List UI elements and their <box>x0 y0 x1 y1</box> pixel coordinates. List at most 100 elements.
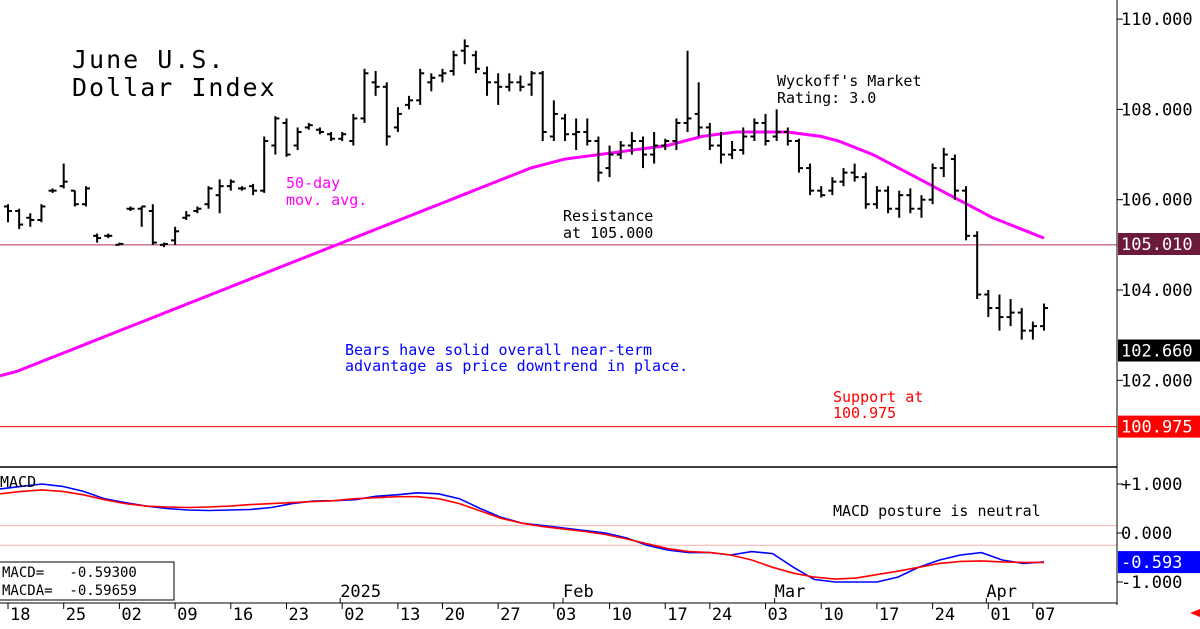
ohlc-bar <box>694 82 703 137</box>
period-label: Apr <box>986 582 1017 602</box>
ohlc-bar <box>171 226 180 245</box>
macd-title: MACD <box>0 473 36 491</box>
ohlc-bar <box>605 145 614 178</box>
ohlc-bar <box>594 136 603 182</box>
x-tick-label: 17 <box>879 605 899 625</box>
ohlc-bar <box>148 204 157 245</box>
ohlc-bar <box>1006 299 1015 327</box>
ohlc-bar <box>939 147 948 178</box>
x-tick-label: 07 <box>1035 605 1055 625</box>
x-tick-label: 02 <box>121 605 141 625</box>
ohlc-bar <box>104 233 113 239</box>
x-tick-label: 24 <box>935 605 955 625</box>
ohlc-bar <box>315 127 324 135</box>
macd-legend-macda: MACDA= -0.59659 <box>2 583 137 599</box>
ohlc-bar <box>460 39 469 65</box>
ohlc-bar <box>93 233 102 243</box>
ohlc-bar <box>995 294 1004 331</box>
x-tick-label: 03 <box>768 605 788 625</box>
x-tick-label: 02 <box>344 605 364 625</box>
ohlc-bar <box>293 127 302 151</box>
ohlc-bar <box>115 242 124 246</box>
macd-panel <box>0 483 1045 583</box>
macd-series-macda <box>0 489 1044 580</box>
ohlc-bar <box>516 75 525 92</box>
ohlc-bar <box>973 231 982 300</box>
ohlc-bar <box>906 188 915 214</box>
support-label-line2: 100.975 <box>833 404 896 422</box>
ohlc-bar <box>638 136 647 169</box>
support-badge <box>1118 415 1200 438</box>
ma-50day-line <box>0 130 1045 378</box>
ohlc-bar <box>650 131 659 164</box>
ohlc-bar <box>661 138 670 151</box>
ohlc-bar <box>126 206 135 211</box>
x-tick-label: 16 <box>233 605 253 625</box>
price-badges: 105.010 102.660 100.975 -0.593 <box>1118 233 1200 617</box>
x-tick-label: 20 <box>444 605 464 625</box>
ohlc-bar <box>159 242 168 248</box>
ohlc-bar <box>4 204 12 223</box>
ohlc-bar <box>527 71 536 96</box>
ohlc-bar <box>772 109 781 142</box>
period-label: Mar <box>775 582 806 602</box>
support-badge-text: 100.975 <box>1121 418 1193 438</box>
price-y-tick-label: 106.000 <box>1121 191 1193 211</box>
wyckoff-label-line1: Wyckoff's Market <box>777 72 922 90</box>
ohlc-bar <box>371 71 380 96</box>
ohlc-bar <box>872 186 881 209</box>
ohlc-bar <box>839 168 848 187</box>
ohlc-bar <box>15 208 24 230</box>
price-y-tick-label: 104.000 <box>1121 281 1193 301</box>
ohlc-bar <box>806 163 815 196</box>
macd-note: MACD posture is neutral <box>833 502 1041 520</box>
ohlc-bar <box>895 190 904 218</box>
ohlc-bar <box>382 82 391 146</box>
ohlc-bar <box>237 186 246 191</box>
ohlc-bar <box>505 73 514 92</box>
x-tick-label: 10 <box>823 605 843 625</box>
ohlc-bar <box>627 131 636 155</box>
x-tick-label: 03 <box>556 605 576 625</box>
ohlc-bar <box>416 68 425 105</box>
ohlc-bar <box>282 118 291 157</box>
scroll-arrow-icon[interactable] <box>1190 609 1200 617</box>
ohlc-bar <box>226 179 235 191</box>
x-tick-label: 24 <box>712 605 732 625</box>
support-label-line1: Support at <box>833 388 923 406</box>
ohlc-bar <box>561 113 569 142</box>
ohlc-bar <box>182 210 191 221</box>
ohlc-bar <box>549 100 558 142</box>
x-tick-label: 18 <box>10 605 30 625</box>
ohlc-bar <box>683 50 692 132</box>
ohlc-bar <box>260 136 269 193</box>
resistance-badge-text: 105.010 <box>1121 235 1193 255</box>
price-y-tick-label: 102.000 <box>1121 371 1193 391</box>
macd-y-tick-label: -1.000 <box>1121 573 1182 593</box>
last-price-badge-text: 102.660 <box>1121 342 1193 362</box>
period-label: 2025 <box>340 582 381 602</box>
x-tick-label: 09 <box>177 605 197 625</box>
chart-title-line1: June U.S. <box>72 45 225 74</box>
ohlc-bar <box>672 118 681 151</box>
ohlc-bar <box>984 290 993 318</box>
ohlc-bar <box>81 186 90 207</box>
ohlc-bar <box>349 113 358 146</box>
ohlc-bar <box>739 127 748 155</box>
ohlc-bar <box>583 118 592 146</box>
bears-note-line1: Bears have solid overall near-term <box>345 341 652 359</box>
ohlc-bar <box>817 186 826 198</box>
macd-y-tick-label: +1.000 <box>1121 475 1182 495</box>
ohlc-bar <box>193 206 202 214</box>
period-label: Feb <box>563 582 594 602</box>
ohlc-bar <box>572 118 581 151</box>
ohlc-bar <box>728 141 737 160</box>
ohlc-bar <box>393 107 402 132</box>
price-panel <box>0 39 1049 378</box>
macd-legend-macd: MACD= -0.59300 <box>2 565 137 581</box>
ohlc-bar <box>950 154 959 200</box>
ohlc-bar <box>705 122 714 151</box>
ma-label-line2: mov. avg. <box>286 191 367 209</box>
chart-title-line2: Dollar Index <box>72 73 277 102</box>
